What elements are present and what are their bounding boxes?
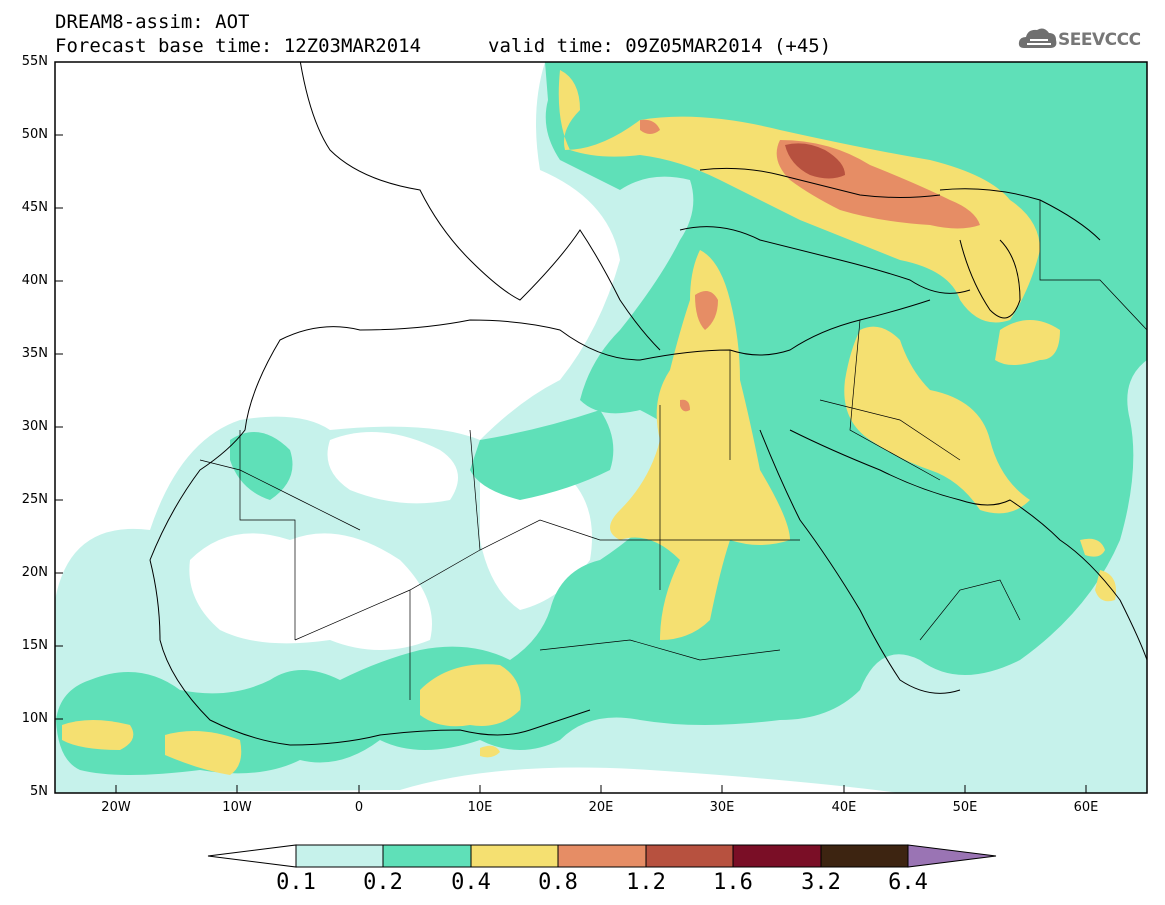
colorbar-label: 0.4 [451, 870, 491, 895]
lon-label: 50E [952, 800, 978, 815]
lat-label: 50N [21, 127, 48, 142]
colorbar-swatch-4 [557, 844, 647, 868]
forecast-base-time: Forecast base time: 12Z03MAR2014 [55, 35, 422, 57]
colorbar-swatch-1 [295, 844, 384, 868]
colorbar-label: 6.4 [888, 870, 928, 895]
lat-label: 25N [21, 492, 48, 507]
coastlines [149, 62, 1147, 746]
lon-label: 20W [101, 800, 131, 815]
colorbar-swatch-7 [820, 844, 909, 868]
colorbar-swatch-6 [732, 844, 822, 868]
lat-label: 30N [21, 419, 48, 434]
lat-label: 5N [30, 784, 48, 799]
valid-time: valid time: 09Z05MAR2014 (+45) [488, 35, 832, 57]
colorbar-label: 0.8 [538, 870, 578, 895]
map-frame [54, 61, 1148, 794]
colorbar-under-arrow [207, 844, 297, 868]
borders [199, 200, 1147, 700]
lon-label: 10W [222, 800, 252, 815]
aot-fields [55, 62, 1147, 793]
lat-label: 45N [21, 200, 48, 215]
lat-label: 15N [21, 638, 48, 653]
colorbar-swatch-3 [470, 844, 559, 868]
colorbar-swatch-2 [382, 844, 472, 868]
cloud-logo-icon [1018, 28, 1057, 48]
lon-label: 10E [467, 800, 493, 815]
colorbar-label: 0.2 [363, 870, 403, 895]
colorbar-label: 1.2 [626, 870, 666, 895]
axis-ticks [55, 134, 1087, 793]
colorbar-swatch-5 [645, 844, 734, 868]
colorbar-over-arrow [907, 844, 997, 868]
chart-title: DREAM8-assim: AOT [55, 11, 250, 33]
lon-label: 40E [831, 800, 857, 815]
colorbar [207, 844, 997, 868]
lon-label: 30E [709, 800, 735, 815]
logo-text: SEEVCCC [1058, 30, 1141, 50]
lon-label: 0 [354, 800, 364, 815]
colorbar-label: 3.2 [801, 870, 841, 895]
lat-label: 35N [21, 346, 48, 361]
lon-label: 60E [1073, 800, 1099, 815]
colorbar-label: 1.6 [713, 870, 753, 895]
lat-label: 10N [21, 711, 48, 726]
lat-label: 40N [21, 273, 48, 288]
lat-label: 55N [21, 54, 48, 69]
lon-label: 20E [588, 800, 614, 815]
colorbar-label: 0.1 [276, 870, 316, 895]
lat-label: 20N [21, 565, 48, 580]
